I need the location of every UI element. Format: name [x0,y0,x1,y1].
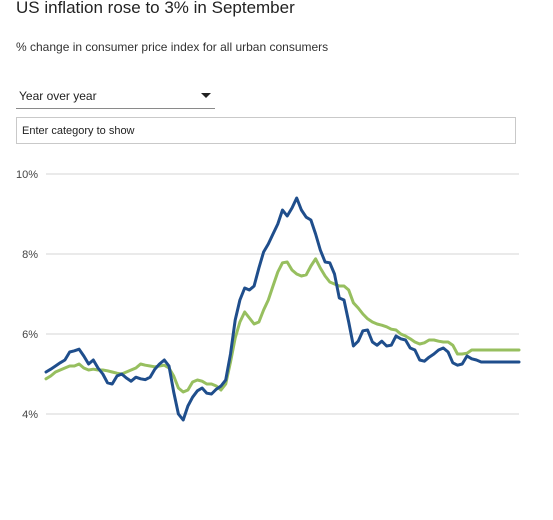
y-tick-label: 4% [22,409,38,421]
category-search-input[interactable] [16,117,516,144]
line-chart: 10% 8% 6% 4% [16,169,521,422]
chart-subtitle: % change in consumer price index for all… [16,40,329,54]
period-dropdown[interactable]: Year over year [16,82,215,109]
series-line-series_dark [44,196,521,422]
y-tick-label: 8% [22,249,38,261]
series-line-series_light [44,257,521,394]
period-dropdown-value: Year over year [19,89,97,103]
chart-title: US inflation rose to 3% in September [16,0,295,17]
y-tick-label: 6% [22,329,38,341]
chevron-down-icon [201,93,211,98]
y-tick-label: 10% [16,169,38,181]
